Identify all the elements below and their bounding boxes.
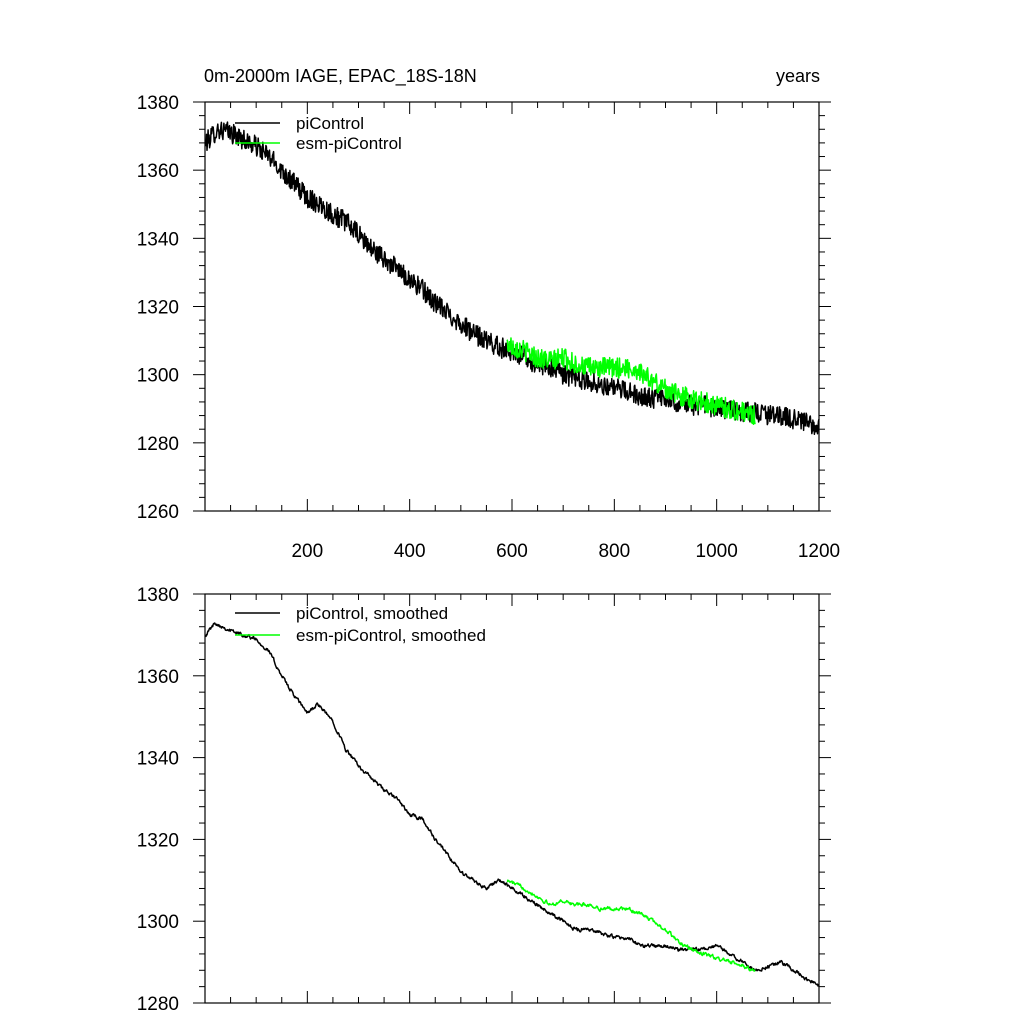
- x-tick-label: 800: [598, 541, 630, 562]
- y-tick-label: 1280: [137, 434, 179, 455]
- plot-area-bottom: [205, 622, 820, 987]
- panel-title-left: 0m-2000m IAGE, EPAC_18S-18N: [204, 66, 477, 87]
- y-tick-label: 1340: [137, 749, 179, 770]
- series-line-esm-picontrol: [506, 337, 756, 425]
- series-line-picontrol: [204, 121, 820, 436]
- y-tick-label: 1260: [137, 502, 179, 523]
- y-tick-label: 1340: [137, 229, 179, 250]
- x-tick-label: 1000: [696, 541, 738, 562]
- y-tick-label: 1380: [137, 93, 179, 114]
- panel-top: 0m-2000m IAGE, EPAC_18S-18N years 126012…: [137, 66, 840, 562]
- axis-ticks-top: [193, 101, 831, 512]
- series-line-esm-picontrol-smoothed: [506, 879, 756, 972]
- legend-top: piControl esm-piControl: [235, 114, 402, 153]
- x-axis-labels-top: 200 400 600 800 1000 1200: [291, 541, 840, 562]
- plot-frame-bottom: [204, 593, 820, 1004]
- x-tick-label: 1200: [798, 541, 840, 562]
- panel-bottom: 1280 1300 1320 1340 1360 1380 piControl, smoo…: [137, 585, 831, 1015]
- legend-label-esm-picontrol: esm-piControl: [296, 134, 402, 153]
- y-tick-label: 1360: [137, 667, 179, 688]
- y-tick-label: 1360: [137, 161, 179, 182]
- y-tick-label: 1300: [137, 366, 179, 387]
- y-axis-labels-bottom: 1280 1300 1320 1340 1360 1380: [137, 585, 179, 1015]
- legend-label-picontrol-smoothed: piControl, smoothed: [296, 604, 448, 623]
- series-line-picontrol-smoothed: [205, 622, 820, 987]
- y-tick-label: 1320: [137, 298, 179, 319]
- axis-ticks-bottom: [193, 593, 831, 1004]
- y-tick-label: 1300: [137, 912, 179, 933]
- legend-label-picontrol: piControl: [296, 114, 364, 133]
- plot-frame-top: [204, 101, 820, 512]
- legend-label-esm-picontrol-smoothed: esm-piControl, smoothed: [296, 626, 486, 645]
- x-tick-label: 400: [394, 541, 426, 562]
- y-tick-label: 1280: [137, 994, 179, 1015]
- y-tick-label: 1380: [137, 585, 179, 606]
- panel-title-right: years: [776, 66, 820, 86]
- y-axis-labels-top: 1260 1280 1300 1320 1340 1360 1380: [137, 93, 179, 523]
- legend-bottom: piControl, smoothed esm-piControl, smoot…: [235, 604, 486, 645]
- x-tick-label: 200: [291, 541, 323, 562]
- x-tick-label: 600: [496, 541, 528, 562]
- plot-area-top: [204, 121, 820, 436]
- y-tick-label: 1320: [137, 830, 179, 851]
